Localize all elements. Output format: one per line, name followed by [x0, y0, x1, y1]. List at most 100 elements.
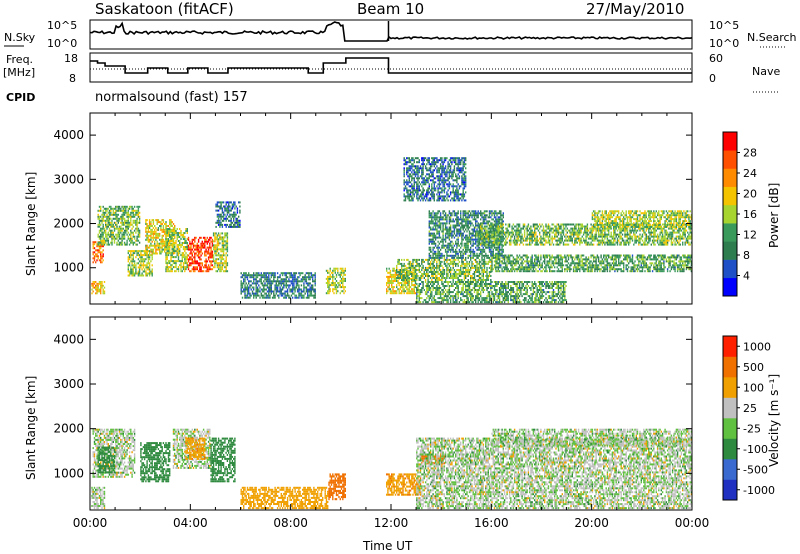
data-cell: [97, 243, 99, 246]
data-cell: [102, 253, 104, 256]
data-cell: [434, 234, 437, 237]
data-cell: [171, 228, 173, 231]
data-cell: [460, 254, 462, 257]
data-cell: [224, 240, 226, 243]
data-cell: [473, 254, 476, 257]
data-cell: [106, 243, 108, 246]
data-cell: [493, 297, 496, 300]
data-cell: [342, 271, 344, 274]
data-cell: [478, 285, 481, 287]
data-cell: [161, 236, 163, 239]
data-cell: [557, 283, 560, 285]
data-cell: [221, 242, 224, 245]
data-cell: [457, 222, 459, 225]
data-cell: [291, 278, 294, 281]
data-cell: [239, 205, 241, 208]
data-cell: [136, 209, 138, 212]
data-cell: [327, 277, 329, 280]
data-cell: [455, 293, 457, 296]
data-cell: [457, 258, 459, 261]
data-cell: [266, 284, 269, 287]
data-cell: [452, 220, 454, 223]
data-cell: [199, 258, 201, 261]
data-cell: [498, 252, 501, 255]
data-cell: [456, 269, 458, 271]
data-cell: [118, 225, 121, 228]
data-cell: [421, 277, 423, 279]
data-cell: [480, 279, 482, 281]
data-cell: [461, 299, 463, 302]
data-cell: [478, 231, 481, 234]
data-cell: [564, 297, 566, 300]
data-cell: [201, 262, 203, 265]
data-cell: [131, 215, 133, 218]
data-cell: [97, 223, 99, 226]
data-cell: [448, 277, 451, 279]
data-cell: [488, 226, 491, 229]
data-cell: [172, 250, 175, 253]
data-cell: [436, 230, 438, 233]
data-cell: [428, 216, 430, 219]
data-cell: [278, 296, 280, 299]
data-cell: [255, 296, 257, 299]
data-cell: [133, 252, 136, 255]
data-cell: [273, 280, 275, 283]
data-cell: [328, 271, 330, 274]
data-cell: [512, 297, 515, 300]
data-cell: [220, 232, 222, 235]
data-cell: [171, 260, 173, 263]
data-cell: [429, 232, 432, 235]
data-cell: [308, 294, 310, 297]
data-cell: [100, 215, 102, 218]
data-cell: [458, 244, 461, 247]
data-cell: [222, 201, 225, 204]
data-cell: [342, 286, 344, 289]
data-cell: [220, 254, 222, 257]
data-cell: [115, 207, 117, 210]
data-cell: [108, 227, 111, 230]
data-cell: [230, 209, 232, 212]
data-cell: [305, 286, 308, 289]
data-cell: [333, 267, 335, 270]
data-cell: [403, 290, 405, 293]
data-cell: [190, 250, 192, 253]
data-cell: [195, 244, 197, 247]
data-cell: [453, 214, 456, 217]
data-cell: [334, 277, 336, 280]
data-cell: [414, 275, 417, 277]
data-cell: [295, 282, 298, 285]
data-cell: [466, 234, 468, 237]
data-cell: [251, 276, 254, 279]
data-cell: [224, 266, 226, 269]
data-cell: [399, 275, 402, 277]
data-cell: [448, 297, 451, 300]
data-cell: [100, 233, 102, 236]
data-cell: [234, 225, 236, 228]
data-cell: [418, 295, 420, 298]
data-cell: [222, 264, 225, 267]
data-cell: [523, 287, 526, 289]
data-cell: [215, 246, 217, 249]
data-cell: [195, 236, 197, 239]
data-cell: [162, 221, 165, 224]
data-cell: [98, 205, 101, 208]
data-cell: [169, 236, 171, 238]
data-cell: [531, 293, 533, 296]
data-cell: [452, 281, 454, 283]
data-cell: [439, 269, 442, 271]
data-cell: [461, 234, 463, 237]
data-cell: [310, 286, 313, 289]
data-cell: [288, 278, 290, 281]
data-cell: [107, 225, 109, 228]
data-cell: [406, 269, 408, 272]
data-cell: [194, 262, 196, 265]
data-cell: [411, 264, 413, 267]
data-cell: [471, 210, 473, 213]
data-cell: [249, 296, 251, 299]
data-cell: [131, 241, 133, 244]
data-cell: [200, 248, 202, 251]
data-cell: [130, 237, 132, 240]
data-cell: [342, 282, 344, 284]
data-cell: [251, 282, 254, 285]
data-cell: [101, 286, 103, 289]
